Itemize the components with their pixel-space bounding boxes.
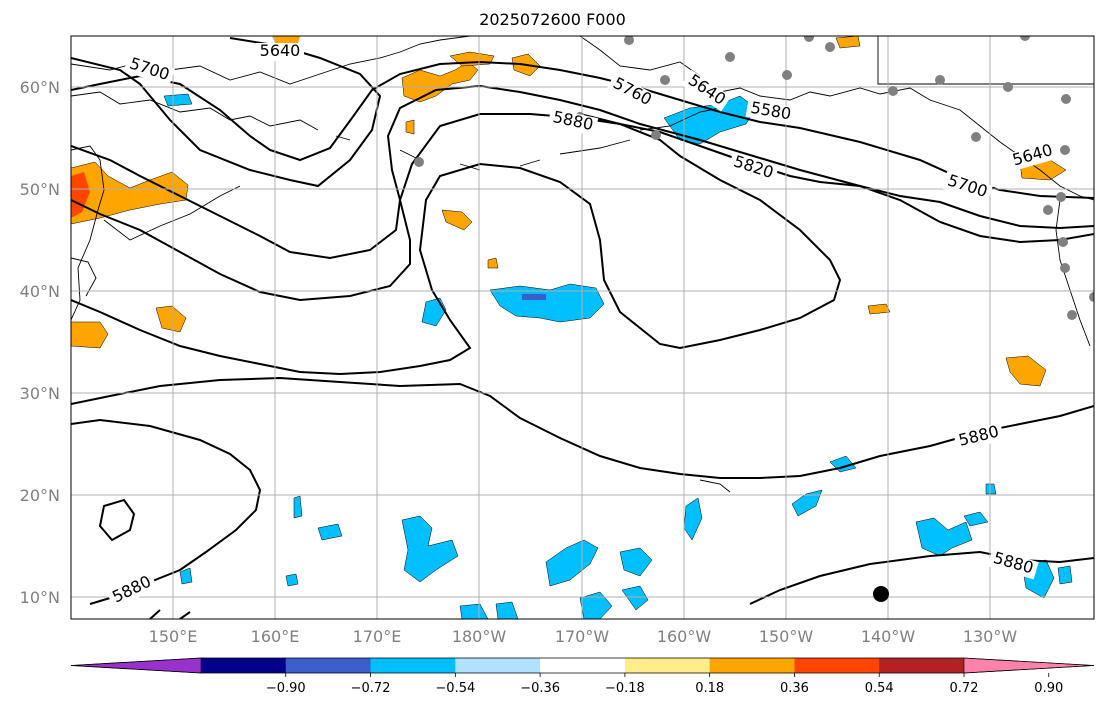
colorbar-segment [455,658,541,673]
graticule [71,36,1094,619]
colorbar-label: −0.72 [351,681,391,696]
colorbar-segment [540,658,626,673]
lon-label: 170°E [353,627,402,646]
lat-label: 20°N [20,486,60,505]
colorbar-label: 0.18 [695,681,724,696]
coastlines [71,36,1094,493]
lon-label: 160°W [657,627,712,646]
longitude-labels: 150°E 160°E 170°E 180°W 170°W 160°W 150°… [149,627,1018,646]
colorbar-segment [370,658,456,673]
map-frame [70,35,1095,620]
latitude-labels: 60°N 50°N 40°N 30°N 20°N 10°N [20,78,60,607]
lon-label: 150°W [759,627,814,646]
colorbar-label: 0.36 [780,681,809,696]
colorbar-extend-low [70,657,202,674]
colorbar-extend-high [963,657,1095,674]
colorbar-label: 0.54 [865,681,894,696]
station-markers [414,36,1094,602]
colorbar-label: −0.90 [266,681,306,696]
lat-label: 60°N [20,78,60,97]
lat-label: 40°N [20,282,60,301]
lon-label: 150°E [149,627,198,646]
contour-label: 5640 [260,41,301,60]
colorbar-label: 0.72 [950,681,979,696]
colorbar-segment [624,658,711,673]
colorbar-segment [879,658,965,673]
lon-label: 140°W [861,627,916,646]
colorbar-segment [201,658,287,673]
colorbar-label: 0.90 [1034,681,1063,696]
lat-label: 30°N [20,384,60,403]
anomaly-shading [71,36,1073,619]
lon-label: 180°W [452,627,507,646]
map-title: 2025072600 F000 [479,10,626,29]
height-contours [71,37,1094,619]
lat-label: 10°N [20,588,60,607]
colorbar-segment [709,658,795,673]
lon-label: 160°E [251,627,300,646]
colorbar-label: −0.54 [435,681,475,696]
colorbar-segment [794,658,880,673]
lat-label: 50°N [20,180,60,199]
colorbar-outline [70,657,1095,674]
lon-label: 170°W [555,627,610,646]
colorbar: −0.90 −0.72 −0.54 −0.36 −0.18 0.18 0.36 0.54 0.7… [70,657,1095,696]
colorbar-segment [285,658,372,673]
colorbar-label: −0.36 [520,681,560,696]
colorbar-label: −0.18 [605,681,645,696]
lon-label: 130°W [963,627,1018,646]
